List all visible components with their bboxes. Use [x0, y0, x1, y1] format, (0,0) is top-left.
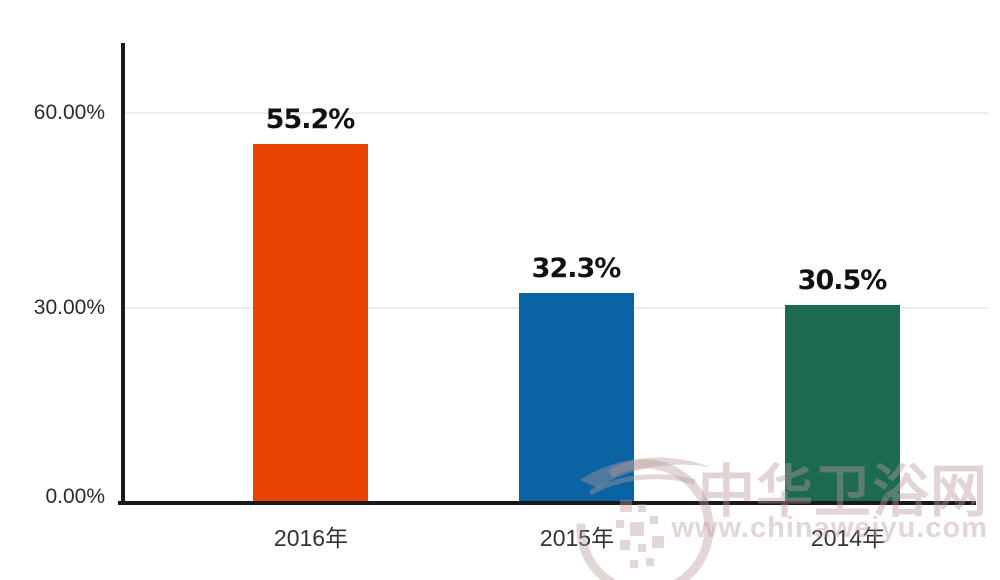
value-label: 32.3%: [531, 253, 622, 285]
bar-2014年: [784, 304, 900, 503]
value-label: 30.5%: [797, 264, 888, 296]
y-axis-line: [121, 43, 125, 505]
bar-2016年: [252, 144, 368, 503]
x-axis-label: 2016年: [273, 525, 349, 551]
x-axis-label: 2014年: [810, 525, 886, 551]
y-tick-label: 0.00%: [45, 485, 105, 508]
x-axis-label: 2015年: [539, 525, 615, 551]
y-tick-label: 30.00%: [33, 296, 105, 319]
y-tick-label: 60.00%: [33, 101, 105, 124]
x-axis-line: [118, 501, 976, 505]
gridline-60: [125, 112, 988, 114]
bar-2015年: [518, 293, 634, 503]
value-label: 55.2%: [265, 104, 356, 136]
